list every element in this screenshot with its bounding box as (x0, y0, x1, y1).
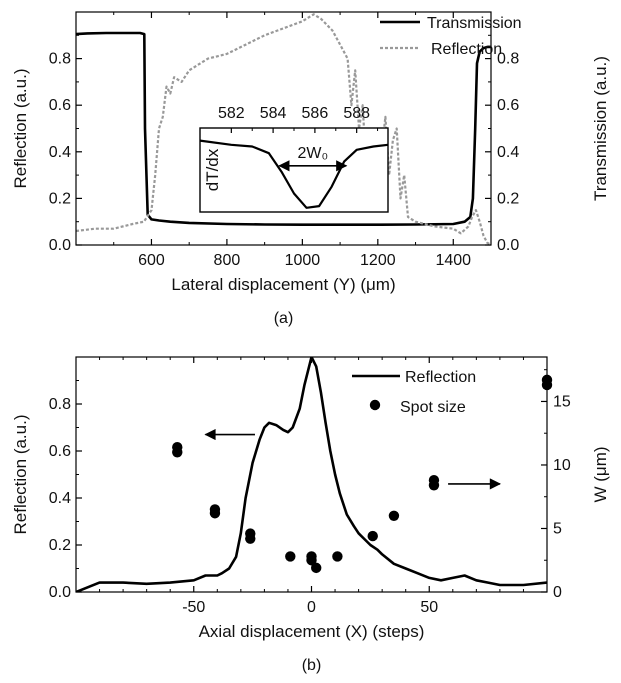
inset-x-tick-label: 582 (218, 105, 245, 122)
legend-marker-spot-size (369, 399, 381, 411)
y-tick-label-right: 0.2 (497, 190, 519, 207)
spot-size-marker (311, 562, 322, 574)
y-tick-label-left: 0.4 (49, 490, 71, 507)
inset: 582 584 586 588 dT/dx 2W₀ (199, 105, 389, 213)
spot-size-marker (306, 551, 317, 562)
inset-y-label: dT/dx (203, 148, 222, 191)
y-tick-label-right: 0 (553, 584, 562, 601)
x-tick-label: 50 (420, 599, 438, 616)
x-tick-label: 0 (307, 599, 316, 616)
legend: Reflection Spot size (352, 369, 476, 416)
legend: Transmission Reflection (380, 15, 522, 58)
x-tick-label: 1400 (435, 252, 471, 269)
y-tick-label-right: 0.0 (497, 237, 519, 254)
series-line-reflection (76, 13, 491, 245)
spot-size-marker (388, 510, 400, 521)
y-axis-label-left: Reflection (a.u.) (11, 415, 30, 535)
y-tick-label-right: 0.6 (497, 97, 519, 114)
y-tick-label-left: 0.2 (49, 537, 71, 554)
panel-label: (a) (274, 310, 294, 327)
x-tick-label: -50 (182, 599, 205, 616)
x-axis-label: Lateral displacement (Y) (μm) (171, 275, 395, 294)
spot-size-marker (367, 530, 378, 542)
panel-b: -50 0 50 0.0 0.2 0.4 0.6 0.8 0 5 10 15 Axial displac… (11, 356, 610, 674)
x-tick-label: 1000 (285, 252, 321, 269)
x-tick-label: 1200 (360, 252, 396, 269)
y-tick-label-left: 0.8 (49, 396, 71, 413)
inset-x-tick-label: 586 (302, 105, 329, 122)
spot-size-marker (209, 504, 221, 515)
spot-size-marker (285, 551, 296, 562)
y-axis-label-right: W (μm) (591, 446, 610, 502)
legend-label-reflection: Reflection (405, 369, 476, 386)
y-tick-label-right: 15 (553, 393, 571, 410)
series-line-reflection (76, 357, 547, 592)
inset-frame (199, 127, 389, 213)
inset-curve (199, 139, 389, 209)
panel-a: 600 800 1000 1200 1400 0.0 0.2 0.4 0.6 0.8 0.0 0.2 0… (11, 11, 610, 327)
inset-x-tick-label: 588 (343, 105, 370, 122)
legend-label-spot-size: Spot size (400, 399, 466, 416)
inset-annotation: 2W₀ (297, 145, 328, 162)
y-tick-label-right: 10 (553, 457, 571, 474)
y-axis-label-left: Reflection (a.u.) (11, 69, 30, 189)
series-line-transmission (76, 31, 491, 226)
y-tick-label-left: 0.6 (49, 97, 71, 114)
panel-label: (b) (302, 657, 322, 674)
spot-size-marker (428, 475, 440, 486)
y-tick-label-right: 0.8 (497, 51, 519, 68)
spot-size-marker (332, 551, 343, 562)
x-tick-label: 600 (138, 252, 165, 269)
y-tick-label-left: 0.6 (49, 443, 71, 460)
y-tick-label-left: 0.8 (49, 51, 71, 68)
y-tick-label-right: 0.4 (497, 144, 519, 161)
y-axis-label-right: Transmission (a.u.) (591, 56, 610, 201)
x-tick-label: 800 (214, 252, 241, 269)
spot-size-marker (245, 528, 256, 539)
y-tick-label-left: 0.4 (49, 144, 71, 161)
legend-label-reflection: Reflection (431, 41, 502, 58)
x-axis-label: Axial displacement (X) (steps) (199, 622, 425, 641)
inset-x-tick-label: 584 (260, 105, 287, 122)
y-tick-label-left: 0.0 (49, 584, 71, 601)
y-tick-label-right: 5 (553, 520, 562, 537)
legend-label-transmission: Transmission (427, 15, 522, 32)
spot-size-marker (172, 441, 183, 453)
y-tick-label-left: 0.0 (49, 237, 71, 254)
y-tick-label-left: 0.2 (49, 190, 71, 207)
